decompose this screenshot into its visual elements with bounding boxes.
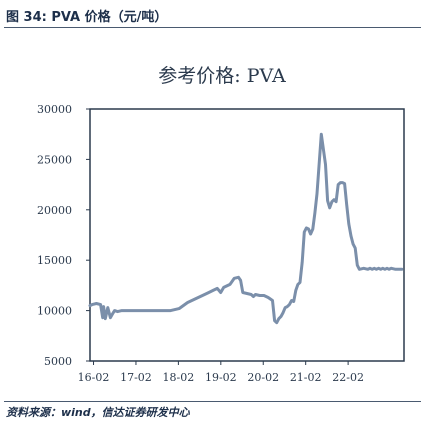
top-rule (4, 27, 421, 28)
y-tick-label: 25000 (37, 153, 72, 166)
x-tick-label: 22-02 (332, 371, 364, 384)
x-tick-label: 20-02 (247, 371, 279, 384)
y-axis-ticks: 5000 10000 15000 20000 25000 30000 (37, 103, 90, 368)
y-tick-label: 5000 (44, 355, 72, 368)
bottom-rule (4, 401, 421, 402)
x-axis-ticks: 16-02 17-02 18-02 19-02 20-02 21-02 22-02 (78, 361, 364, 384)
series-layer (88, 132, 404, 325)
y-tick-label: 15000 (37, 254, 72, 267)
source-note: 资料来源：wind，信达证券研发中心 (6, 406, 190, 419)
x-tick-label: 19-02 (205, 371, 237, 384)
figure-header: 图 34: PVA 价格（元/吨） (0, 0, 431, 30)
x-tick-label: 16-02 (78, 371, 110, 384)
pva-price-line (88, 132, 404, 325)
y-tick-label: 30000 (37, 103, 72, 116)
chart-title: 参考价格: PVA (158, 65, 286, 87)
y-tick-label: 10000 (37, 305, 72, 318)
x-tick-label: 17-02 (120, 371, 152, 384)
y-tick-label: 20000 (37, 204, 72, 217)
pva-price-chart: 参考价格: PVA 50001000015000200002500030000 … (37, 65, 405, 384)
figure-title: 图 34: PVA 价格（元/吨） (6, 10, 168, 25)
plot-frame (89, 108, 405, 362)
x-tick-label: 21-02 (290, 371, 322, 384)
x-tick-label: 18-02 (163, 371, 195, 384)
